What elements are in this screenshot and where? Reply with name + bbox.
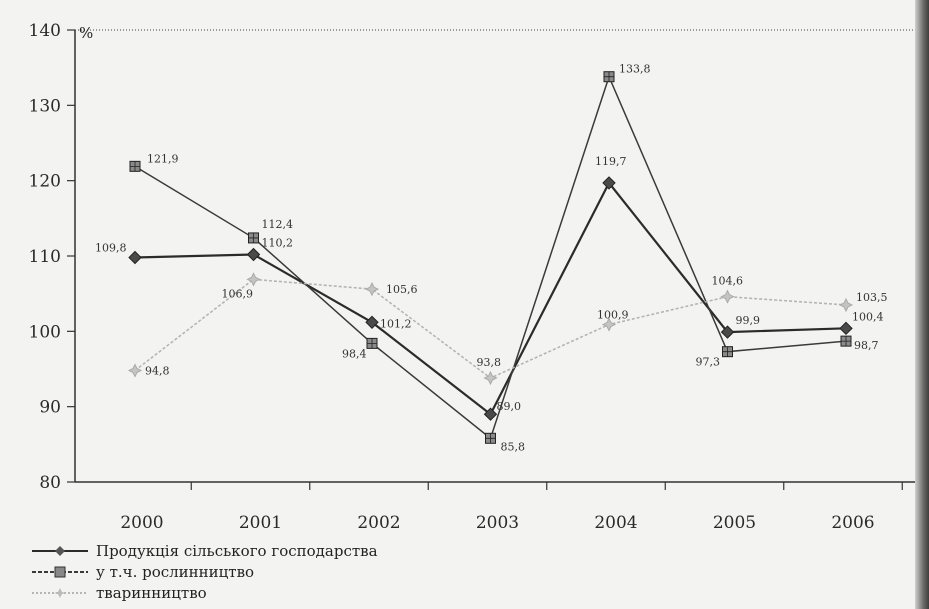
point-crop-mesh [722, 346, 733, 357]
x-tick-label: 2005 [713, 513, 756, 533]
point-agriculture [839, 321, 853, 336]
x-tick-label: 2000 [120, 513, 163, 533]
data-label: 105,6 [386, 283, 418, 296]
legend: Продукція сільського господарства у т.ч.… [30, 540, 378, 603]
y-tick-label: 80 [39, 473, 61, 493]
data-label: 94,8 [145, 365, 170, 378]
point-crop-mesh [485, 433, 496, 444]
point-livestock [127, 363, 143, 378]
y-tick-label: 120 [29, 172, 61, 192]
data-label: 103,5 [856, 291, 888, 304]
point-livestock [601, 317, 617, 332]
data-label: 89,0 [497, 400, 522, 413]
y-unit-label: % [79, 24, 94, 42]
y-tick-label: 100 [29, 322, 61, 342]
data-label: 109,8 [95, 242, 127, 255]
data-label: 110,2 [262, 236, 294, 249]
y-tick-label: 140 [29, 21, 61, 41]
data-label: 119,7 [595, 155, 627, 168]
data-label: 98,4 [342, 347, 367, 360]
point-livestock [246, 272, 261, 287]
point-agriculture [720, 325, 735, 339]
data-label: 93,8 [477, 356, 502, 369]
legend-item-crop: у т.ч. рослинництво [30, 561, 378, 582]
x-tick-label: 2004 [594, 513, 637, 533]
point-crop-mesh [367, 338, 377, 349]
legend-item-agriculture: Продукція сільського господарства [30, 540, 378, 561]
point-crop-mesh [841, 336, 851, 347]
data-label: 133,8 [619, 63, 651, 76]
point-livestock [720, 289, 735, 304]
point-agriculture [365, 315, 379, 330]
data-label: 112,4 [262, 218, 294, 231]
x-tick-label: 2002 [357, 513, 400, 533]
y-tick-label: 130 [29, 96, 61, 116]
point-crop-mesh [130, 161, 140, 172]
point-agriculture [128, 250, 142, 265]
legend-label-agriculture: Продукція сільського господарства [96, 541, 378, 560]
data-label: 100,9 [597, 309, 629, 322]
y-tick-label: 90 [39, 398, 61, 418]
point-agriculture [602, 176, 616, 190]
point-livestock [483, 370, 498, 386]
data-label: 106,9 [222, 287, 254, 300]
data-label: 99,9 [736, 314, 761, 327]
point-crop-mesh [248, 232, 259, 243]
data-label: 97,3 [696, 356, 721, 369]
data-label: 85,8 [501, 440, 526, 453]
point-livestock [364, 282, 380, 297]
point-crop-mesh [604, 71, 614, 82]
x-tick-label: 2006 [831, 513, 874, 533]
x-tick-label: 2001 [239, 513, 282, 533]
point-agriculture [483, 407, 498, 421]
point-agriculture [246, 247, 261, 262]
data-label: 121,9 [147, 152, 179, 165]
legend-label-crop: у т.ч. рослинництво [96, 562, 255, 581]
point-livestock [838, 297, 854, 313]
data-label: 101,2 [380, 317, 412, 330]
y-tick-label: 110 [29, 247, 61, 267]
data-label: 98,7 [854, 339, 879, 352]
data-label: 100,4 [852, 310, 884, 323]
data-label: 104,6 [712, 275, 744, 288]
x-tick-label: 2003 [476, 513, 519, 533]
legend-label-livestock: тваринництво [96, 583, 207, 602]
scan-edge [915, 0, 929, 609]
legend-item-livestock: тваринництво [30, 582, 378, 603]
